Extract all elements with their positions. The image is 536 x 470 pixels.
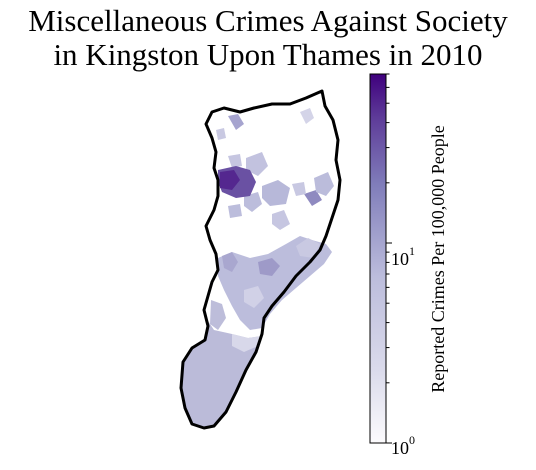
map-region (228, 154, 242, 168)
map-region (244, 192, 262, 212)
map-regions (181, 108, 334, 428)
map-region (300, 108, 314, 124)
map-region (220, 170, 240, 190)
borough-boundary (179, 89, 342, 430)
colorbar-tick-label-1: 10 0 (391, 433, 415, 458)
map-region (210, 300, 226, 330)
map-region (292, 182, 306, 196)
map-region (228, 204, 242, 218)
map-region (314, 172, 334, 196)
map-region (244, 286, 264, 308)
colorbar-ticks (386, 73, 392, 444)
map-region (272, 210, 290, 230)
colorbar-tick-label-1-exp: 0 (409, 433, 415, 447)
map-region (246, 152, 268, 176)
map-region (262, 180, 290, 206)
map-region (222, 252, 238, 272)
chart-title-line2: in Kingston Upon Thames in 2010 (53, 37, 483, 72)
map-region (258, 258, 280, 276)
colorbar-tick-label-10: 10 1 (391, 244, 415, 269)
map-region (218, 236, 332, 330)
colorbar-label: Reported Crimes Per 100,000 People (428, 125, 448, 392)
map-region (228, 114, 244, 130)
colorbar-gradient (369, 73, 387, 444)
map-region (232, 334, 262, 352)
colorbar-tick-label-10-base: 10 (391, 249, 409, 269)
chart-title: Miscellaneous Crimes Against Society in … (0, 4, 536, 72)
colorbar: 10 1 10 0 Reported Crimes Per 100,000 Pe… (369, 73, 448, 458)
map-region (216, 128, 226, 140)
chart-title-line1: Miscellaneous Crimes Against Society (28, 3, 508, 38)
map-region (304, 190, 322, 206)
colorbar-tick-label-1-base: 10 (391, 438, 409, 458)
colorbar-tick-label-10-exp: 1 (409, 244, 415, 258)
map-region (296, 238, 320, 258)
map-region (181, 318, 262, 428)
